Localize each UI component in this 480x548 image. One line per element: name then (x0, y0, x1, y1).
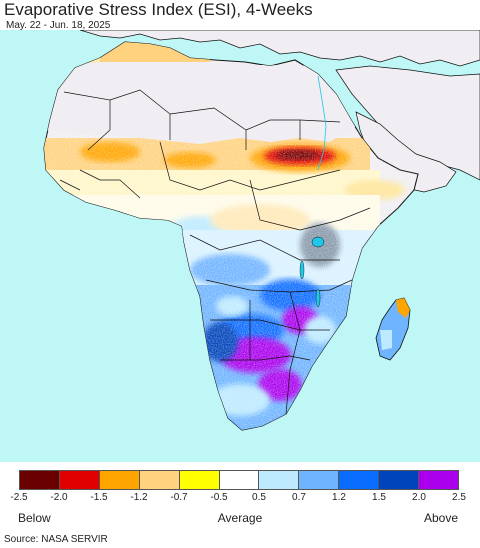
legend-tick-label: 0.7 (292, 492, 306, 503)
legend-swatch (299, 471, 340, 489)
legend-swatch (59, 471, 100, 489)
lake-tanganyika (299, 260, 305, 280)
legend-swatch (20, 471, 60, 489)
lake-victoria (311, 236, 325, 248)
esi-color-legend (19, 470, 459, 490)
legend-tick-label: -2.5 (10, 492, 28, 503)
date-range: May. 22 - Jun. 18, 2025 (6, 20, 111, 31)
lake-malawi (315, 288, 321, 308)
legend-tick-label: 0.5 (252, 492, 266, 503)
esi-map (0, 30, 480, 462)
legend-label-above: Above (423, 511, 458, 525)
legend-tick-label: 2.5 (452, 492, 466, 503)
country-borders (59, 89, 371, 415)
legend-label-average: Average (217, 511, 263, 525)
legend-tick-label: 1.2 (332, 492, 346, 503)
legend-tick-label: -1.2 (130, 492, 148, 503)
legend-tick-label: 2.0 (412, 492, 426, 503)
source-credit: Source: NASA SERVIR (4, 534, 108, 545)
legend-swatch (379, 471, 420, 489)
map-title: Evaporative Stress Index (ESI), 4-Weeks (4, 0, 313, 19)
legend-swatch (419, 471, 458, 489)
madagascar (375, 297, 411, 361)
legend-tick-label: -0.5 (210, 492, 228, 503)
legend-swatch (99, 471, 140, 489)
legend-swatch (339, 471, 380, 489)
europe-landmass (79, 30, 480, 67)
legend-label-below: Below (18, 511, 51, 525)
legend-swatch (219, 471, 260, 489)
legend-ticks: -2.5 -2.0 -1.5 -1.2 -0.7 -0.5 0.5 0.7 1.2 1.5 2.0 2… (0, 492, 480, 506)
legend-tick-label: -0.7 (170, 492, 188, 503)
legend-tick-label: 1.5 (372, 492, 386, 503)
nile-river (317, 75, 327, 171)
legend-swatch (179, 471, 220, 489)
legend-swatch (139, 471, 180, 489)
legend-tick-label: -1.5 (90, 492, 108, 503)
legend-tick-label: -2.0 (50, 492, 68, 503)
legend-swatch (259, 471, 300, 489)
